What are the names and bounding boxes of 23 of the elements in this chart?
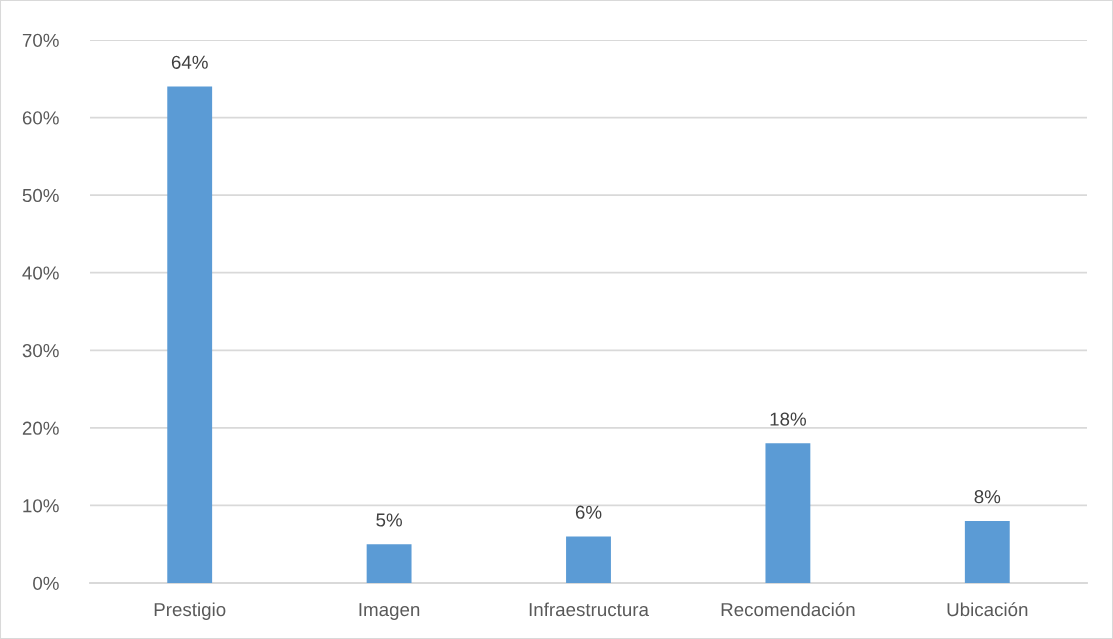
x-tick-label: Infraestructura — [529, 602, 649, 617]
bar — [765, 443, 811, 583]
x-tick-label: Prestigio — [154, 602, 226, 620]
y-tick-label: 0% — [33, 576, 59, 590]
data-label: 8% — [974, 490, 1001, 504]
data-label: 64% — [171, 55, 208, 69]
x-tick-label: Ubicación — [947, 602, 1028, 617]
y-tick-label: 30% — [22, 343, 59, 358]
y-tick-label: 50% — [22, 188, 59, 203]
y-tick-label: 60% — [22, 111, 59, 125]
bar — [167, 86, 213, 583]
bar — [964, 520, 1010, 583]
bar — [366, 544, 412, 583]
data-label: 5% — [376, 513, 402, 527]
y-tick-label: 10% — [23, 499, 59, 513]
data-label: 6% — [575, 505, 602, 519]
y-tick-label: 40% — [22, 266, 59, 280]
x-tick-label: Imagen — [359, 603, 420, 620]
y-tick-label: 70% — [22, 33, 59, 47]
y-tick-label: 20% — [22, 421, 59, 435]
bar — [566, 536, 611, 583]
data-label: 18% — [770, 412, 806, 426]
x-tick-label: Recomendación — [721, 602, 855, 617]
